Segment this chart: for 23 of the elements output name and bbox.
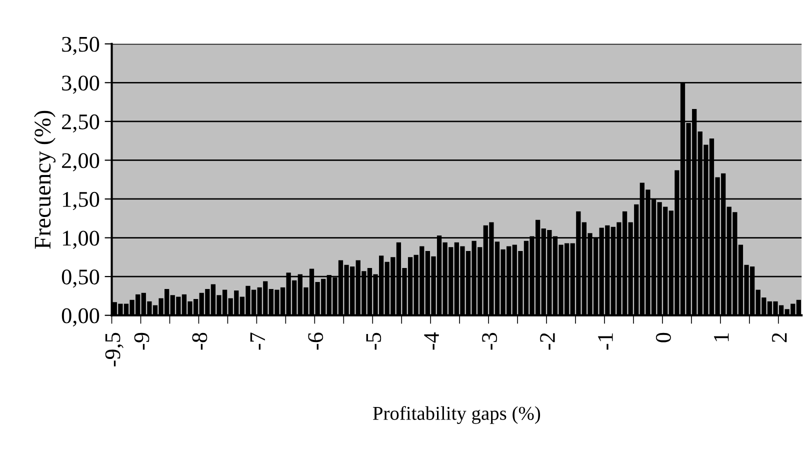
x-tick-label: -3 [482, 332, 498, 350]
x-tick-label: -6 [308, 332, 324, 350]
x-tick-label: 2 [772, 333, 787, 342]
x-tick-label: -9 [134, 332, 150, 350]
x-tick-label: -5 [366, 332, 382, 350]
x-tick-label: -8 [192, 332, 208, 350]
y-tick-label: 2,00 [62, 153, 100, 172]
x-axis-title: Profitability gaps (%) [372, 406, 540, 424]
y-tick-label: 3,50 [62, 36, 100, 55]
y-tick-label: 0,00 [62, 308, 100, 326]
y-tick-label: 0,50 [62, 269, 100, 288]
y-tick-label: 1,00 [63, 230, 100, 249]
y-tick-label: 3,00 [62, 76, 100, 94]
y-tick-label: 1,50 [63, 192, 100, 210]
x-tick-label: 1 [714, 333, 729, 342]
y-axis-title: Frecuency (%) [34, 110, 56, 249]
x-tick-label: -9,5 [105, 332, 124, 366]
x-tick-label: 0 [656, 332, 671, 342]
x-tick-label: -7 [250, 332, 265, 350]
y-tick-label: 2,50 [62, 114, 100, 133]
x-tick-label: -2 [540, 333, 555, 350]
x-tick-label: -1 [598, 333, 613, 350]
x-tick-label: -4 [424, 332, 439, 350]
